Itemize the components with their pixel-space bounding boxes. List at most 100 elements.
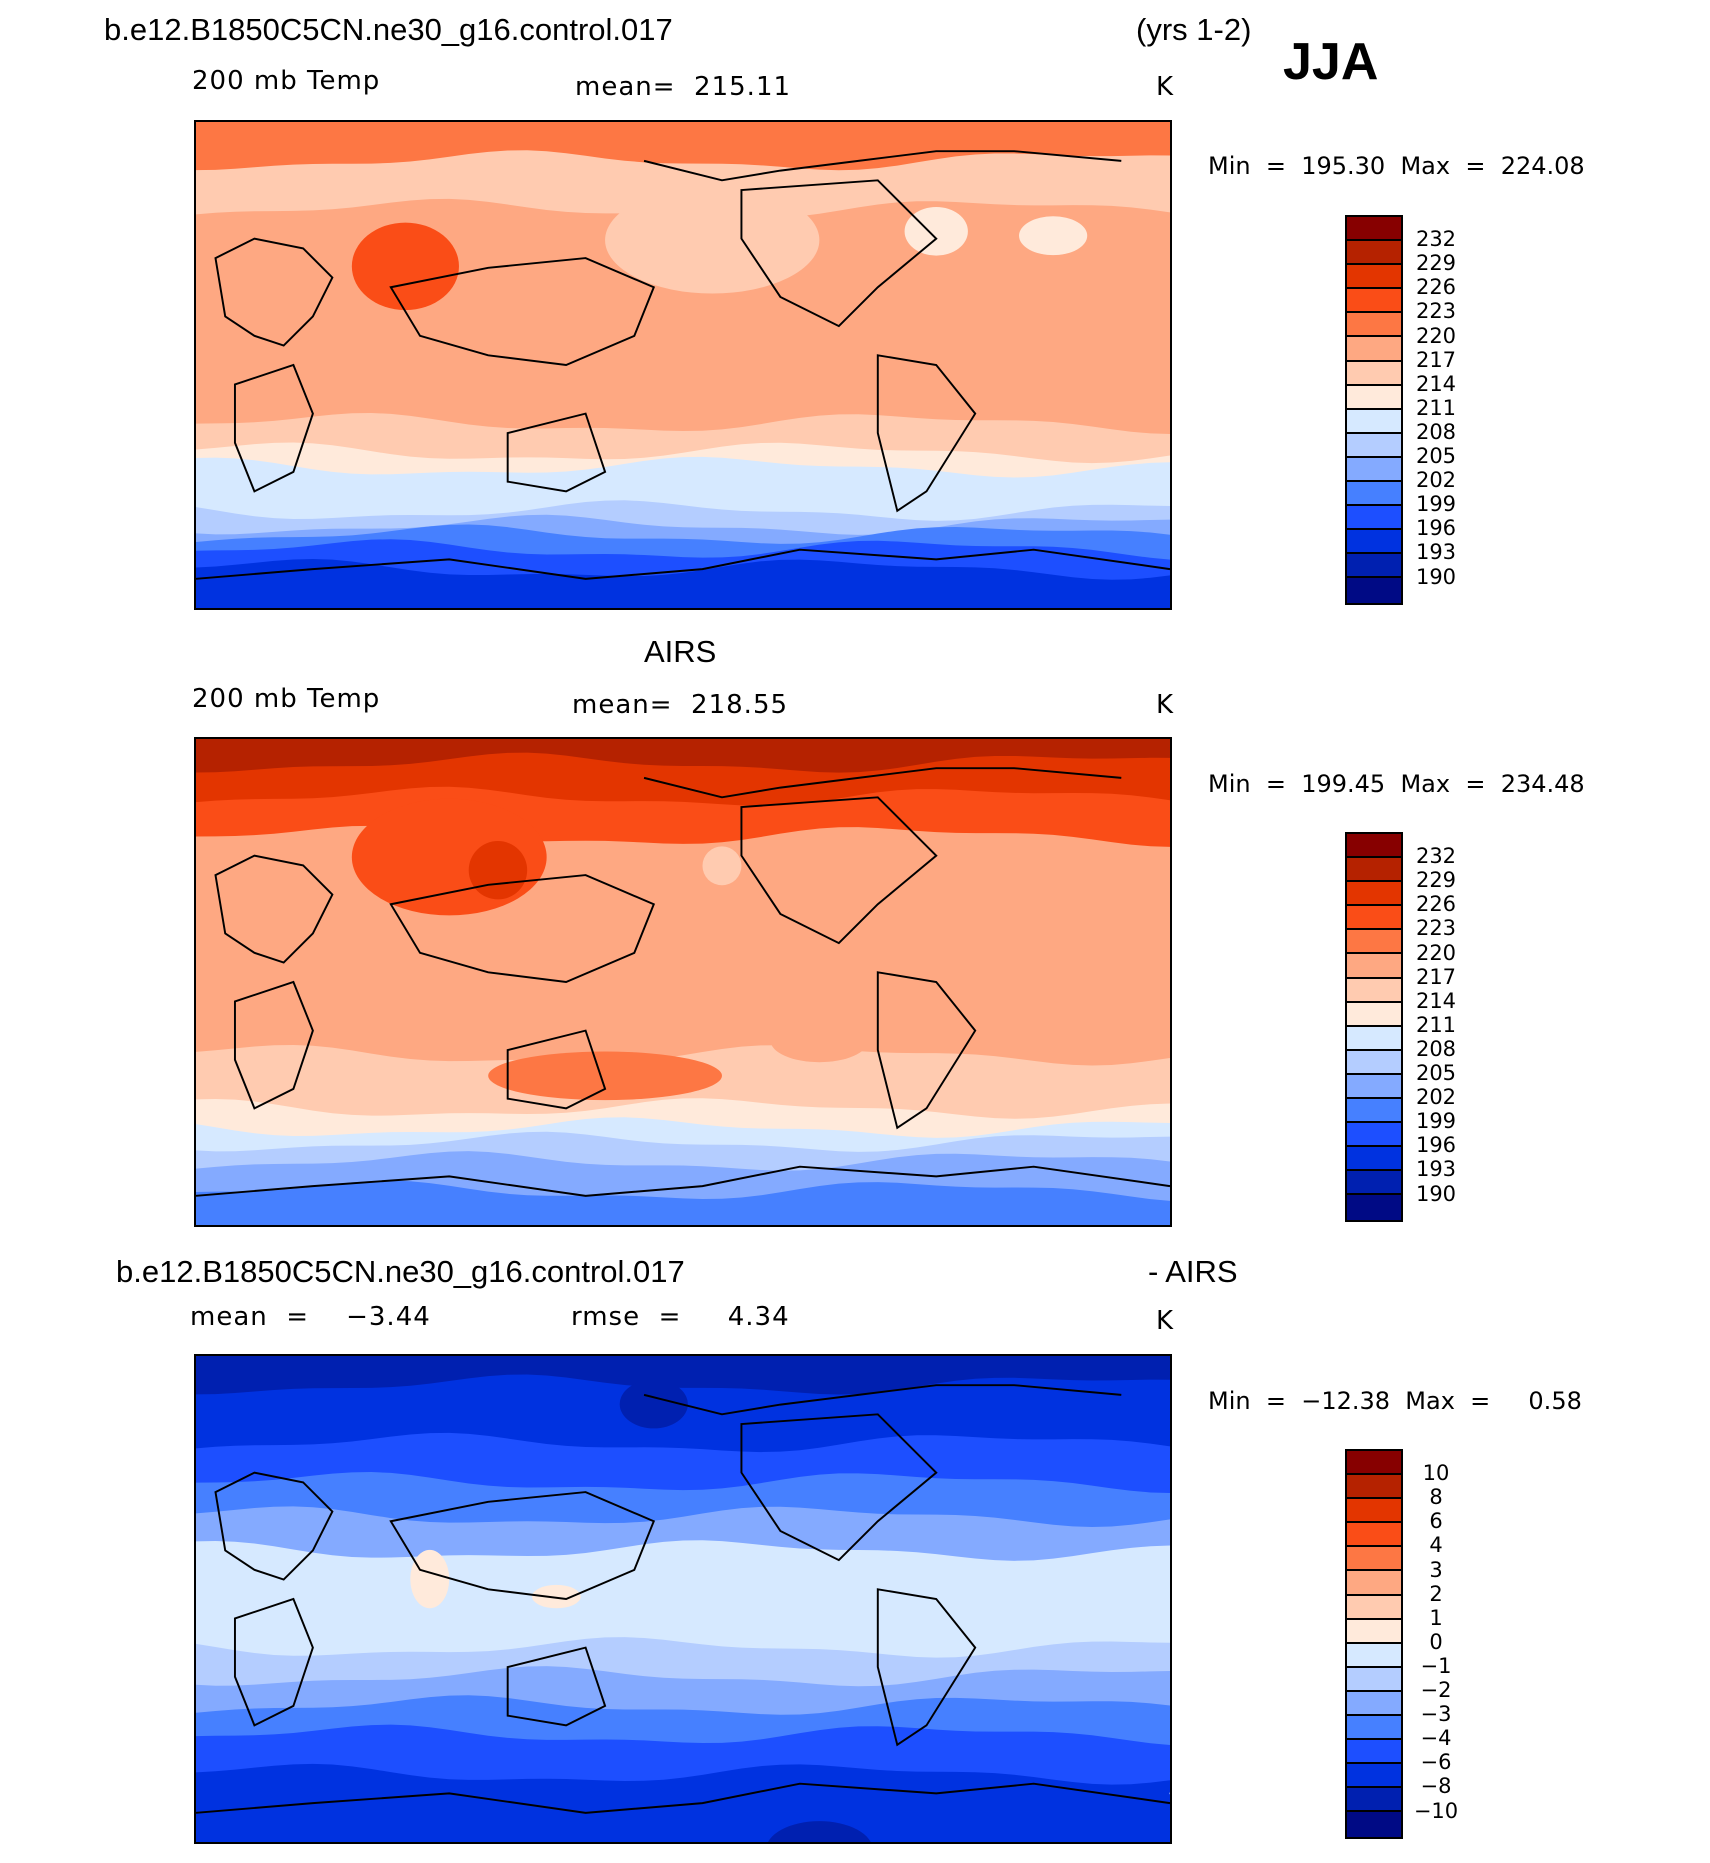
colorbar-label: 190 (1415, 1181, 1457, 1206)
colorbar-label: 217 (1415, 347, 1457, 372)
colorbar-swatch (1347, 1571, 1401, 1596)
colorbar-swatch (1347, 1195, 1401, 1220)
coastline (389, 1491, 656, 1600)
colorbar-swatch (1347, 1099, 1401, 1124)
colorbar-swatch (1347, 978, 1401, 1003)
colorbar-swatch (1347, 1002, 1401, 1027)
contour-region (770, 1019, 869, 1063)
colorbar-swatch (1347, 1475, 1401, 1500)
panel2-title: AIRS (644, 634, 717, 669)
panel1-variable: 200 mb Temp (192, 66, 381, 96)
panel1-units: K (1156, 72, 1175, 102)
case-title: b.e12.B1850C5CN.ne30_g16.control.017 (104, 12, 673, 47)
coastline (233, 1597, 314, 1727)
colorbar-swatch (1347, 289, 1401, 314)
coastline (643, 150, 1122, 182)
contour-region (605, 186, 820, 294)
colorbar-label: −10 (1413, 1798, 1459, 1823)
years-label: (yrs 1-2) (1136, 12, 1252, 47)
coastline (389, 257, 656, 366)
contour-region (351, 222, 459, 311)
colorbar-swatch (1347, 217, 1401, 242)
contour-region (488, 1051, 722, 1101)
coastline (876, 971, 977, 1130)
colorbar-label: 220 (1415, 940, 1457, 965)
colorbar-swatch (1347, 361, 1401, 386)
colorbar-label: 4 (1429, 1533, 1443, 1558)
colorbar-swatch (1347, 1547, 1401, 1572)
colorbar-label: −6 (1420, 1750, 1452, 1775)
coastline (506, 412, 607, 493)
panel1-colorbar (1345, 215, 1403, 605)
panel1-mean: mean= 215.11 (575, 72, 792, 102)
colorbar-label: 229 (1415, 868, 1457, 893)
colorbar-swatch (1347, 1716, 1401, 1741)
coastline (506, 1646, 607, 1727)
coastline (196, 1165, 1170, 1197)
contour-band (196, 1180, 1170, 1225)
colorbar-label: 232 (1415, 844, 1457, 869)
panel2-contour-plot (196, 739, 1170, 1225)
colorbar-label: −4 (1420, 1726, 1452, 1751)
panel1-contour-plot (196, 122, 1170, 608)
colorbar-label: −8 (1420, 1774, 1452, 1799)
colorbar-label: 199 (1415, 1109, 1457, 1134)
colorbar-swatch (1347, 554, 1401, 579)
colorbar-swatch (1347, 385, 1401, 410)
colorbar-label: 202 (1415, 1085, 1457, 1110)
contour-region (768, 1821, 871, 1842)
contour-band (196, 1763, 1170, 1842)
contour-band (196, 825, 1170, 1067)
colorbar-swatch (1347, 1123, 1401, 1148)
colorbar-label: 232 (1415, 227, 1457, 252)
contour-region (468, 841, 528, 900)
colorbar-label: 3 (1429, 1557, 1443, 1582)
colorbar-swatch (1347, 834, 1401, 859)
panel2-variable: 200 mb Temp (192, 684, 381, 714)
colorbar-label: 196 (1415, 1133, 1457, 1158)
colorbar-label: 208 (1415, 419, 1457, 444)
colorbar-swatch (1347, 1451, 1401, 1476)
contour-region (702, 846, 742, 886)
colorbar-swatch (1347, 1595, 1401, 1620)
colorbar-swatch (1347, 530, 1401, 555)
colorbar-swatch (1347, 1764, 1401, 1789)
colorbar-swatch (1347, 433, 1401, 458)
coastline (876, 354, 977, 513)
colorbar-label: 211 (1415, 1012, 1457, 1037)
contour-region (904, 207, 968, 256)
colorbar-swatch (1347, 930, 1401, 955)
panel3-colorbar (1345, 1449, 1403, 1839)
panel2-units: K (1156, 690, 1175, 720)
colorbar-label: 1 (1429, 1605, 1443, 1630)
colorbar-label: 220 (1415, 323, 1457, 348)
panel1-map (194, 120, 1172, 610)
panel2-map (194, 737, 1172, 1227)
contour-band (196, 456, 1170, 523)
panel3-mean: mean = −3.44 (190, 1302, 431, 1332)
contour-band (196, 559, 1170, 608)
colorbar-label: 193 (1415, 540, 1457, 565)
colorbar-swatch (1347, 265, 1401, 290)
contour-band (196, 1724, 1170, 1786)
panel3-units: K (1156, 1306, 1175, 1336)
colorbar-swatch (1347, 482, 1401, 507)
colorbar-swatch (1347, 1050, 1401, 1075)
season-label: JJA (1283, 33, 1379, 91)
panel3-minmax: Min = −12.38 Max = 0.58 (1208, 1387, 1582, 1415)
panel2-colorbar (1345, 832, 1403, 1222)
colorbar-label: 211 (1415, 395, 1457, 420)
colorbar-label: 214 (1415, 988, 1457, 1013)
colorbar-swatch (1347, 241, 1401, 266)
panel3-map (194, 1354, 1172, 1844)
contour-region (619, 1379, 688, 1429)
panel2-mean: mean= 218.55 (572, 690, 789, 720)
colorbar-swatch (1347, 337, 1401, 362)
colorbar-swatch (1347, 1171, 1401, 1196)
contour-band (196, 1472, 1170, 1529)
colorbar-label: 202 (1415, 468, 1457, 493)
colorbar-label: 226 (1415, 892, 1457, 917)
coastline (214, 854, 334, 964)
coastline (196, 548, 1170, 580)
colorbar-swatch (1347, 1499, 1401, 1524)
